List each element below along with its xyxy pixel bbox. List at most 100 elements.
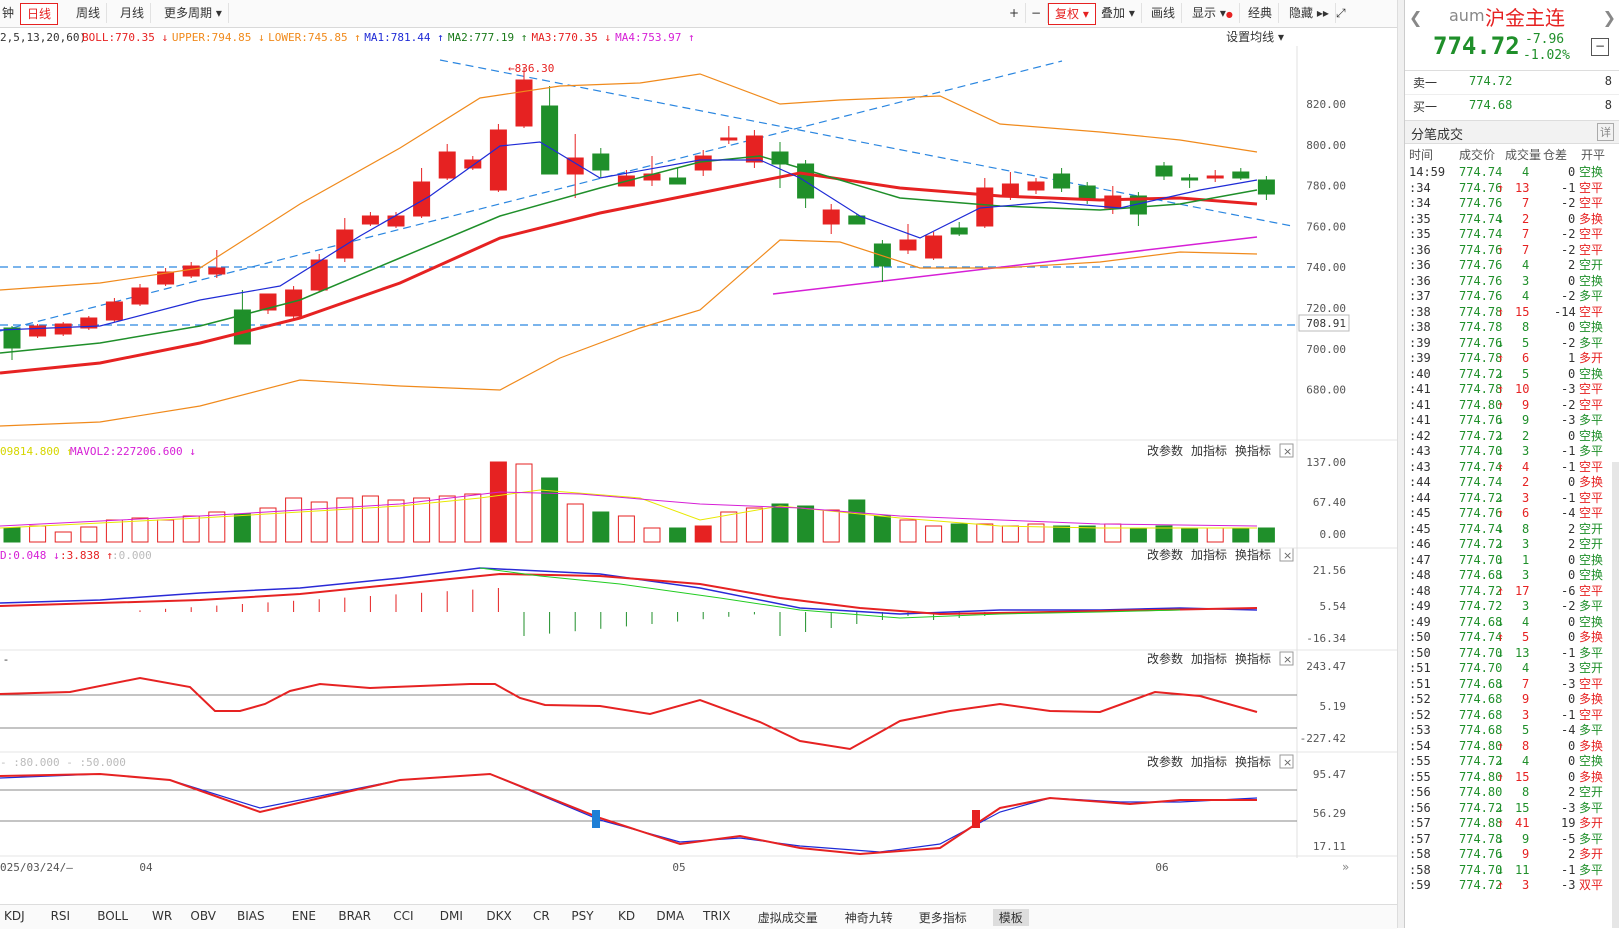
tick-price: 774.70	[1459, 444, 1503, 458]
tab-weekly[interactable]: 周线	[70, 3, 108, 23]
bid-volume: 8	[1604, 98, 1612, 112]
fullscreen-icon[interactable]: ⤢	[1336, 6, 1346, 20]
tick-oi-diff: -14	[1554, 304, 1576, 319]
tick-dir: ↓	[1497, 211, 1505, 226]
tick-time: :34	[1409, 196, 1431, 210]
tick-dir: ↓	[1497, 847, 1505, 861]
display-dropdown[interactable]: 显示 ▾●	[1186, 3, 1240, 23]
indicator-labels: 2,5,13,20,60)BOLL:770.35 ↓ UPPER:794.85 ↓…	[0, 30, 1294, 769]
contract-code: aum	[1449, 6, 1485, 25]
macd-tick-label: 5.54	[1320, 600, 1347, 613]
tick-price: 774.68	[1459, 568, 1503, 582]
tick-time: :36	[1409, 242, 1431, 257]
indicator-tab[interactable]: ENE	[291, 909, 316, 923]
tick-time: :54	[1409, 738, 1431, 753]
trend-line	[439, 59, 1293, 227]
price-marker: 708.91	[1306, 317, 1346, 330]
indicator-tab[interactable]: KD	[618, 909, 636, 923]
indicator-tab[interactable]: WR	[152, 909, 173, 923]
tick-volume: 4	[1522, 661, 1530, 675]
zoom-out-button[interactable]: −	[1025, 3, 1049, 23]
adjust-rights-dropdown[interactable]: 复权 ▾	[1048, 3, 1096, 25]
candle	[259, 293, 277, 311]
tick-price: 774.76	[1459, 273, 1503, 288]
macd-dea-line	[0, 572, 1258, 616]
tick-price: 774.72	[1459, 800, 1503, 815]
indicator-tab[interactable]: 模板	[992, 909, 1029, 926]
indicator-tab[interactable]: CCI	[393, 909, 414, 923]
tick-volume: 4	[1522, 754, 1530, 768]
tick-time: :52	[1409, 707, 1431, 722]
hide-button[interactable]: 隐藏 ▸▸	[1283, 3, 1336, 23]
tick-row: :49 774.68 ↓ 4 0 空换	[1409, 614, 1614, 630]
volume-bar	[694, 525, 712, 543]
candle	[361, 215, 379, 225]
tick-oi-diff: 2	[1568, 847, 1576, 861]
ticks-scrollbar[interactable]	[1612, 462, 1619, 928]
tick-time: :52	[1409, 692, 1431, 706]
volume-bar	[361, 495, 379, 543]
macd-dif-line	[0, 567, 1258, 615]
tick-oi-diff: -3	[1561, 413, 1576, 427]
back-arrow-icon[interactable]: ❮	[1409, 8, 1423, 27]
tick-row: :44 774.74 2 0 多换	[1409, 474, 1614, 490]
indicator-tab[interactable]: PSY	[571, 909, 594, 923]
detail-button[interactable]: 详	[1597, 123, 1614, 141]
tick-row: :56 774.80 8 2 空开	[1409, 784, 1614, 800]
tick-row: 14:59 774.74 4 0 空换	[1409, 164, 1614, 180]
indicator-tab[interactable]: 神奇九转	[844, 911, 893, 925]
candle	[1104, 195, 1122, 209]
tick-open-close: 多平	[1579, 831, 1604, 846]
indicator-tab[interactable]: TRIX	[703, 909, 731, 923]
tick-open-close: 空平	[1579, 180, 1604, 195]
indicator-tab[interactable]: CR	[533, 909, 550, 923]
tick-dir: ↓	[1497, 754, 1505, 768]
indicator-tab[interactable]: BOLL	[97, 909, 129, 923]
candle	[515, 79, 533, 127]
tab-monthly[interactable]: 月线	[114, 3, 152, 23]
overlay-dropdown[interactable]: 叠加 ▾	[1095, 3, 1142, 23]
tick-open-close: 多平	[1579, 862, 1604, 877]
candle	[592, 153, 610, 171]
macd-tick-label: 21.56	[1313, 564, 1346, 577]
cci-tick-label: 243.47	[1306, 660, 1346, 673]
indicator-tab[interactable]: 更多指标	[918, 911, 967, 925]
classic-button[interactable]: 经典	[1242, 3, 1280, 23]
minimize-icon[interactable]: −	[1591, 38, 1609, 56]
indicator-tab[interactable]: RSI	[50, 909, 71, 923]
price-tick-label: 760.00	[1306, 220, 1346, 233]
period-cut[interactable]: 钟	[2, 6, 15, 20]
tab-daily[interactable]: 日线	[20, 3, 59, 25]
indicator-tab[interactable]: BRAR	[338, 909, 372, 923]
candle	[1181, 177, 1199, 181]
indicator-tab[interactable]: DMA	[656, 909, 685, 923]
forward-arrow-icon[interactable]: ❯	[1602, 8, 1616, 27]
tick-dir: ↑	[1497, 769, 1505, 784]
kline-chart[interactable]: 2,5,13,20,60)BOLL:770.35 ↓ UPPER:794.85 ↓…	[0, 28, 1397, 904]
indicator-tab[interactable]: DKX	[486, 909, 512, 923]
indicator-value: MA4:753.97 ↑	[615, 31, 694, 44]
indicator-tab[interactable]: KDJ	[4, 909, 25, 923]
indicator-tab[interactable]: OBV	[190, 909, 216, 923]
draw-line-button[interactable]: 画线	[1145, 3, 1183, 23]
panel-button-2: 换指标	[1235, 443, 1271, 458]
indicator-tab[interactable]: BIAS	[237, 909, 265, 923]
tick-row: :44 774.72 ↓ 3 -1 空平	[1409, 490, 1614, 506]
tick-row: :50 774.74 ↑ 5 0 多换	[1409, 629, 1614, 645]
tick-row: :36 774.76 4 2 空开	[1409, 257, 1614, 273]
tick-volume: 5	[1522, 335, 1530, 350]
panel-divider[interactable]	[1397, 0, 1405, 928]
more-periods-dropdown[interactable]: 更多周期 ▾	[158, 3, 229, 23]
tick-time: :34	[1409, 180, 1431, 195]
tick-time: :53	[1409, 723, 1431, 737]
kd-cross-marker	[972, 810, 980, 828]
tick-time: :37	[1409, 289, 1431, 303]
zoom-in-button[interactable]: +	[1003, 3, 1027, 23]
indicator-tab[interactable]: 虚拟成交量	[757, 911, 818, 925]
ask-label: 卖一	[1413, 76, 1438, 90]
candle	[489, 129, 507, 191]
indicator-tab[interactable]: DMI	[439, 909, 463, 923]
tick-oi-diff: 3	[1568, 661, 1576, 675]
tick-dir: ↓	[1497, 645, 1505, 660]
tick-volume: 8	[1522, 521, 1530, 536]
